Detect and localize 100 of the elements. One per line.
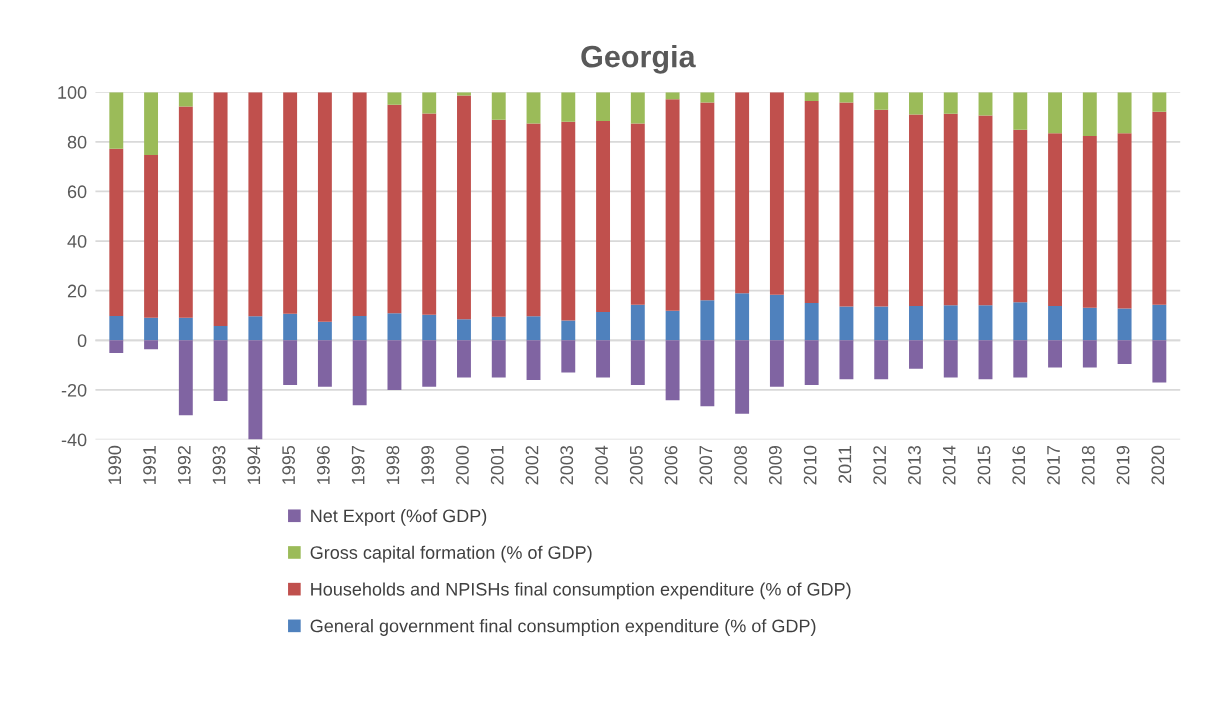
x-tick-label: 2017: [1047, 446, 1060, 485]
bar: [874, 109, 889, 307]
bar: [317, 92, 332, 322]
bar: [1117, 133, 1132, 309]
bar: [144, 154, 159, 318]
bar: [283, 313, 298, 341]
bar: [248, 340, 263, 440]
bar: [1048, 340, 1062, 368]
bar: [1117, 308, 1132, 341]
bar: [700, 340, 715, 407]
x-tick-label: 2015: [977, 445, 991, 485]
y-tick-label: 20: [67, 284, 87, 298]
x-tick-label: 1993: [212, 445, 226, 484]
x-tick-label: 2011: [838, 446, 852, 484]
x-tick-label: 2006: [664, 445, 678, 485]
bar: [561, 92, 576, 122]
bar: [109, 340, 124, 353]
bar: [178, 106, 193, 318]
bar: [978, 305, 993, 341]
legend-label: Net Export (%of GDP): [311, 509, 487, 526]
bar: [1048, 92, 1062, 134]
y-tick-label: 80: [67, 135, 87, 149]
x-tick-label: 1996: [316, 445, 330, 484]
bar: [422, 92, 437, 114]
bar: [665, 310, 680, 341]
x-tick-label: 1992: [177, 446, 191, 484]
bar: [457, 319, 471, 341]
bar: [317, 321, 332, 341]
bar: [735, 340, 750, 414]
bar: [630, 340, 645, 385]
x-tick-label: 2016: [1012, 445, 1026, 485]
bar: [283, 92, 298, 314]
bar: [1082, 92, 1097, 137]
bar: [213, 325, 228, 341]
bar: [1152, 92, 1167, 112]
y-tick-label: 0: [77, 334, 87, 348]
bar: [387, 104, 402, 314]
bar: [248, 92, 263, 317]
bar: [491, 119, 506, 317]
legend-label: Households and NPISHs final consumption expenditure (% of GDP): [311, 582, 851, 600]
y-tick-label: 40: [67, 234, 87, 248]
bar: [735, 293, 750, 341]
y-tick-label: 60: [67, 185, 87, 199]
bar: [1152, 340, 1167, 383]
x-tick-label: 2010: [803, 445, 817, 485]
bar: [352, 316, 367, 341]
y-tick-label: 100: [58, 86, 87, 99]
bar: [387, 92, 402, 105]
x-tick-label: 2004: [595, 445, 608, 485]
x-tick-label: 2005: [629, 445, 643, 485]
bar: [317, 340, 332, 387]
bar: [422, 314, 437, 341]
bar: [1013, 340, 1028, 378]
bar: [596, 120, 611, 313]
bar: [978, 115, 993, 306]
bar: [596, 340, 611, 378]
x-tick-label: 2020: [1151, 445, 1165, 485]
bar: [804, 340, 819, 385]
bar: [144, 317, 159, 341]
x-tick-label: 2014: [942, 445, 956, 485]
bar: [874, 306, 889, 341]
bar: [491, 92, 506, 120]
bar: [248, 316, 263, 341]
bar: [144, 92, 159, 155]
bar: [630, 304, 645, 341]
bar: [909, 114, 923, 307]
bar: [769, 92, 784, 295]
bar: [596, 312, 611, 341]
bar: [978, 340, 993, 380]
bar: [422, 113, 437, 315]
bar: [561, 121, 576, 321]
bar: [1082, 340, 1097, 368]
y-tick-label: -20: [61, 383, 87, 397]
bar: [909, 306, 923, 341]
bar: [735, 92, 750, 294]
bar: [700, 92, 715, 103]
bar: [1152, 111, 1167, 305]
x-tick-label: 1998: [386, 445, 400, 484]
x-tick-label: 1991: [143, 446, 156, 484]
bar: [769, 340, 784, 387]
bar: [213, 92, 228, 326]
x-tick-label: 2002: [525, 446, 539, 485]
x-tick-label: 2018: [1081, 445, 1095, 485]
x-tick-label: 2007: [699, 446, 713, 485]
x-tick-label: 2009: [768, 445, 782, 485]
bar: [1013, 92, 1028, 130]
x-tick-label: 1999: [421, 445, 435, 484]
bar: [387, 340, 402, 390]
x-tick-label: 1990: [108, 445, 122, 484]
x-tick-label: 2012: [873, 446, 887, 485]
bar: [213, 340, 228, 402]
bar: [769, 294, 784, 341]
bar: [422, 340, 437, 387]
bar: [839, 340, 854, 380]
bar: [943, 113, 958, 306]
bar: [943, 305, 958, 341]
bar: [630, 92, 645, 124]
bar: [909, 92, 923, 115]
bar: [109, 92, 124, 149]
bar: [1048, 133, 1062, 307]
